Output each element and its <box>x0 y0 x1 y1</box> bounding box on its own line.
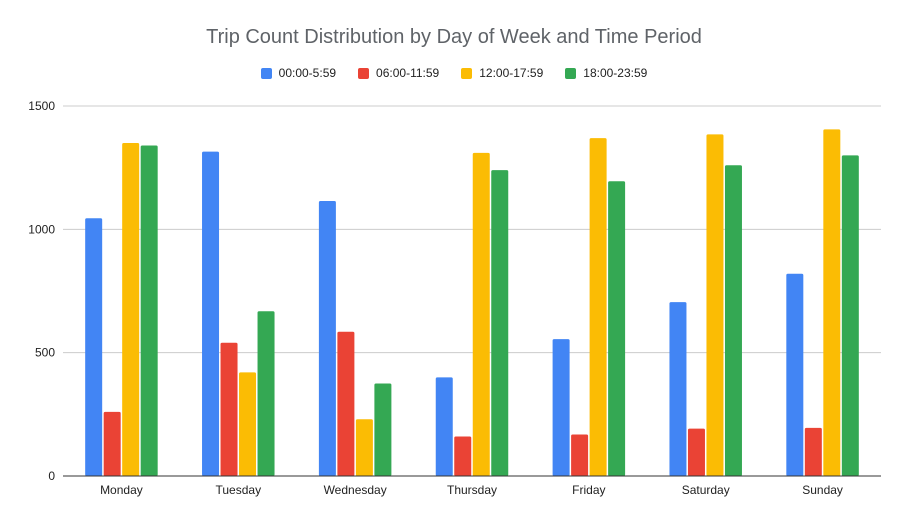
y-tick-label: 0 <box>48 469 55 483</box>
legend-swatch <box>260 67 272 79</box>
bar <box>589 138 607 477</box>
bar <box>202 151 220 476</box>
y-tick-label: 1500 <box>28 99 55 113</box>
bar <box>103 411 121 476</box>
x-tick-label: Saturday <box>682 483 730 497</box>
x-tick-label: Sunday <box>802 483 843 497</box>
chart-legend: 00:00-5:59 06:00-11:59 12:00-17:59 18:00-23… <box>0 66 908 80</box>
bar <box>472 152 490 476</box>
legend-item: 18:00-23:59 <box>565 66 647 80</box>
legend-label: 12:00-17:59 <box>479 66 544 80</box>
x-tick-label: Monday <box>100 483 143 497</box>
legend-item: 12:00-17:59 <box>461 66 543 80</box>
bar <box>724 165 742 476</box>
bar <box>608 181 626 476</box>
x-tick-label: Wednesday <box>324 483 387 497</box>
bar <box>239 372 257 476</box>
bar <box>435 377 453 476</box>
legend-swatch <box>565 67 577 79</box>
legend-label: 18:00-23:59 <box>583 66 648 80</box>
bar <box>140 145 158 476</box>
bar <box>804 427 822 476</box>
bar <box>257 311 275 476</box>
bar <box>318 200 336 476</box>
bar <box>552 339 570 476</box>
legend-item: 00:00-5:59 <box>260 66 337 80</box>
bar <box>687 428 705 476</box>
bar <box>669 302 687 476</box>
legend-swatch <box>358 67 370 79</box>
bar <box>823 129 841 476</box>
x-tick-label: Tuesday <box>215 483 261 497</box>
bar <box>85 218 103 476</box>
bar <box>706 134 724 476</box>
bar <box>122 143 140 476</box>
bar <box>491 170 509 476</box>
bar <box>220 342 238 476</box>
bar <box>454 436 472 476</box>
x-tick-label: Friday <box>572 483 605 497</box>
chart-title: Trip Count Distribution by Day of Week a… <box>206 26 702 48</box>
bar <box>841 155 859 477</box>
legend-swatch <box>461 67 473 79</box>
legend-label: 06:00-11:59 <box>376 66 440 80</box>
x-tick-label: Thursday <box>447 483 497 497</box>
bar <box>355 419 373 476</box>
y-tick-label: 1000 <box>28 222 55 236</box>
legend-item: 06:00-11:59 <box>358 66 439 80</box>
bar <box>571 434 589 476</box>
y-tick-label: 500 <box>35 346 55 360</box>
bar <box>786 273 804 476</box>
bar <box>374 383 392 476</box>
bar <box>337 331 355 476</box>
legend-label: 00:00-5:59 <box>278 66 337 80</box>
